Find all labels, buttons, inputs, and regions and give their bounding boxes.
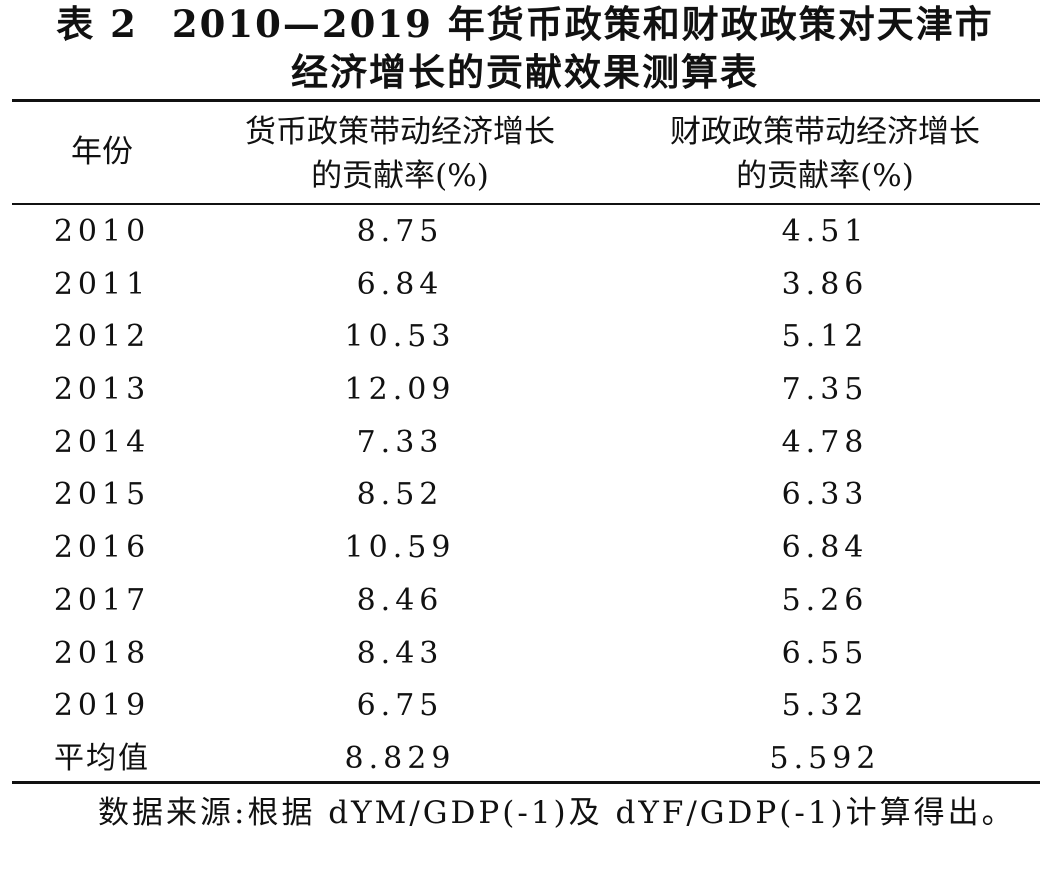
table-row: 2016 10.59 6.84: [12, 522, 1040, 575]
header-monetary-policy: 货币政策带动经济增长 的贡献率(%): [195, 110, 605, 198]
table-row: 2011 6.84 3.86: [12, 259, 1040, 312]
cell-fiscal: 5.26: [781, 582, 869, 618]
header-fiscal-line-2: 的贡献率(%): [736, 158, 914, 194]
table-label: 表 2: [56, 2, 138, 46]
cell-average-label: 平均值: [54, 740, 150, 776]
header-monetary-line-1: 货币政策带动经济增长: [245, 114, 555, 150]
table-row: 2012 10.53 5.12: [12, 311, 1040, 364]
cell-year: 2017: [53, 582, 151, 618]
cell-fiscal: 6.84: [781, 530, 869, 566]
cell-year: 2015: [53, 477, 151, 513]
table-row: 2019 6.75 5.32: [12, 680, 1040, 733]
table-row-average: 平均值 8.829 5.592: [12, 733, 1040, 786]
cell-year: 2019: [53, 688, 151, 724]
cell-monetary: 8.43: [356, 635, 444, 671]
cell-monetary: 8.46: [356, 582, 444, 618]
table-title-line-1: 表 2 2010—2019 年货币政策和财政政策对天津市: [0, 2, 1050, 46]
table-header-rule: [12, 203, 1040, 205]
cell-fiscal: 4.78: [781, 424, 869, 460]
table-bottom-rule: [12, 781, 1040, 784]
table-row: 2010 8.75 4.51: [12, 206, 1040, 259]
cell-fiscal: 7.35: [781, 372, 869, 408]
cell-monetary: 6.84: [356, 266, 444, 302]
header-year: 年份: [71, 134, 133, 170]
cell-monetary: 8.75: [356, 214, 444, 249]
cell-monetary: 7.33: [356, 424, 444, 460]
cell-year: 2014: [53, 424, 151, 460]
cell-year: 2013: [53, 372, 151, 408]
cell-year: 2010: [53, 214, 151, 249]
table-row: 2015 8.52 6.33: [12, 469, 1040, 522]
cell-year: 2018: [53, 635, 151, 671]
cell-year: 2012: [53, 319, 151, 355]
cell-year: 2011: [53, 266, 151, 302]
cell-average-monetary: 8.829: [344, 740, 456, 776]
cell-year: 2016: [53, 530, 151, 566]
table-top-rule: [12, 99, 1040, 102]
header-fiscal-policy: 财政政策带动经济增长 的贡献率(%): [620, 110, 1030, 198]
cell-fiscal: 6.55: [781, 635, 869, 671]
cell-fiscal: 4.51: [781, 214, 869, 249]
cell-average-fiscal: 5.592: [769, 740, 881, 776]
table-body: 2010 8.75 4.51 2011 6.84 3.86 2012 10.53…: [12, 206, 1040, 786]
cell-fiscal: 3.86: [781, 266, 869, 302]
cell-fiscal: 5.32: [781, 688, 869, 724]
table-title-text-1: 2010—2019 年货币政策和财政政策对天津市: [171, 2, 994, 46]
cell-fiscal: 6.33: [781, 477, 869, 513]
cell-monetary: 10.53: [344, 319, 456, 355]
table-row: 2017 8.46 5.26: [12, 575, 1040, 628]
table-title-line-2: 经济增长的贡献效果测算表: [291, 50, 759, 94]
cell-fiscal: 5.12: [781, 319, 869, 355]
table-row: 2013 12.09 7.35: [12, 364, 1040, 417]
cell-monetary: 12.09: [344, 372, 456, 408]
cell-monetary: 10.59: [344, 530, 456, 566]
data-source-note: 数据来源:根据 dYM/GDP(-1)及 dYF/GDP(-1)计算得出。: [98, 795, 1016, 831]
table-row: 2018 8.43 6.55: [12, 628, 1040, 681]
cell-monetary: 8.52: [356, 477, 444, 513]
header-monetary-line-2: 的贡献率(%): [311, 158, 489, 194]
table-row: 2014 7.33 4.78: [12, 417, 1040, 470]
cell-monetary: 6.75: [356, 688, 444, 724]
header-fiscal-line-1: 财政政策带动经济增长: [670, 114, 980, 150]
